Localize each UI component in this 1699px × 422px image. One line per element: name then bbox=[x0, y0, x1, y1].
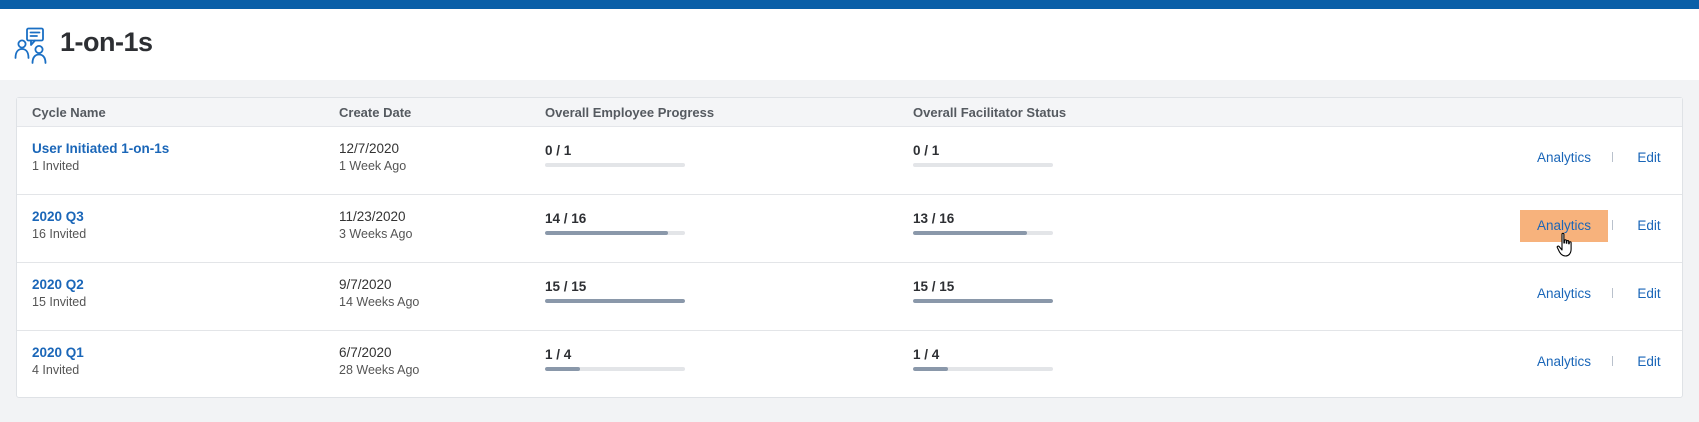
create-date: 12/7/2020 bbox=[339, 141, 400, 156]
facilitator-status: 15 / 15 bbox=[913, 279, 1053, 303]
column-header-facilitator-status: Overall Facilitator Status bbox=[913, 105, 1067, 120]
employee-progress: 1 / 4 bbox=[545, 347, 685, 371]
employee-progress-value: 15 / 15 bbox=[545, 279, 587, 294]
invited-count: 15 Invited bbox=[32, 295, 87, 309]
top-accent-bar bbox=[0, 0, 1699, 9]
employee-progress-bar bbox=[545, 367, 685, 371]
facilitator-status-bar bbox=[913, 367, 1053, 371]
edit-link[interactable]: Edit bbox=[1637, 354, 1661, 369]
relative-date: 3 Weeks Ago bbox=[339, 227, 413, 241]
table-row: 2020 Q2 15 Invited 9/7/2020 14 Weeks Ago… bbox=[17, 263, 1682, 331]
action-separator bbox=[1612, 152, 1613, 162]
invited-count: 1 Invited bbox=[32, 159, 80, 173]
employee-progress-value: 1 / 4 bbox=[545, 347, 572, 362]
facilitator-status: 0 / 1 bbox=[913, 143, 1053, 167]
people-chat-icon bbox=[14, 27, 47, 64]
employee-progress: 0 / 1 bbox=[545, 143, 685, 167]
table-row: User Initiated 1-on-1s 1 Invited 12/7/20… bbox=[17, 127, 1682, 195]
action-separator bbox=[1612, 356, 1613, 366]
column-header-create-date: Create Date bbox=[339, 105, 412, 120]
create-date: 6/7/2020 bbox=[339, 345, 392, 360]
create-date: 11/23/2020 bbox=[339, 209, 406, 224]
cycle-name-link[interactable]: 2020 Q2 bbox=[32, 277, 84, 292]
facilitator-status-value: 1 / 4 bbox=[913, 347, 940, 362]
edit-link[interactable]: Edit bbox=[1637, 218, 1661, 233]
edit-link[interactable]: Edit bbox=[1637, 286, 1661, 301]
facilitator-status-value: 0 / 1 bbox=[913, 143, 940, 158]
facilitator-status-bar bbox=[913, 163, 1053, 167]
facilitator-status-value: 13 / 16 bbox=[913, 211, 955, 226]
column-header-cycle-name: Cycle Name bbox=[32, 105, 106, 120]
employee-progress-bar bbox=[545, 299, 685, 303]
column-header-employee-progress: Overall Employee Progress bbox=[545, 105, 715, 120]
edit-link[interactable]: Edit bbox=[1637, 150, 1661, 165]
relative-date: 1 Week Ago bbox=[339, 159, 407, 173]
employee-progress-bar bbox=[545, 231, 685, 235]
employee-progress-value: 14 / 16 bbox=[545, 211, 587, 226]
employee-progress-value: 0 / 1 bbox=[545, 143, 572, 158]
table-header: Cycle Name Create Date Overall Employee … bbox=[17, 98, 1682, 127]
cycle-name-link[interactable]: 2020 Q1 bbox=[32, 345, 84, 360]
table-row: 2020 Q1 4 Invited 6/7/2020 28 Weeks Ago … bbox=[17, 331, 1682, 399]
page-title: 1-on-1s bbox=[60, 27, 153, 57]
table-row: 2020 Q3 16 Invited 11/23/2020 3 Weeks Ag… bbox=[17, 195, 1682, 263]
cycle-name-link[interactable]: User Initiated 1-on-1s bbox=[32, 141, 170, 156]
action-separator bbox=[1612, 288, 1613, 298]
action-separator bbox=[1612, 220, 1613, 230]
employee-progress: 14 / 16 bbox=[545, 211, 685, 235]
create-date: 9/7/2020 bbox=[339, 277, 392, 292]
invited-count: 16 Invited bbox=[32, 227, 87, 241]
facilitator-status: 13 / 16 bbox=[913, 211, 1053, 235]
cycles-table: Cycle Name Create Date Overall Employee … bbox=[16, 97, 1683, 398]
cycle-name-link[interactable]: 2020 Q3 bbox=[32, 209, 84, 224]
analytics-link[interactable]: Analytics bbox=[1536, 150, 1592, 165]
analytics-link[interactable]: Analytics bbox=[1536, 286, 1592, 301]
relative-date: 14 Weeks Ago bbox=[339, 295, 420, 309]
analytics-link[interactable]: Analytics bbox=[1536, 354, 1592, 369]
page-header: 1-on-1s bbox=[0, 9, 1699, 80]
facilitator-status-value: 15 / 15 bbox=[913, 279, 955, 294]
facilitator-status: 1 / 4 bbox=[913, 347, 1053, 371]
relative-date: 28 Weeks Ago bbox=[339, 363, 420, 377]
invited-count: 4 Invited bbox=[32, 363, 80, 377]
facilitator-status-bar bbox=[913, 231, 1053, 235]
hand-pointer-icon bbox=[1556, 232, 1572, 257]
employee-progress-bar bbox=[545, 163, 685, 167]
employee-progress: 15 / 15 bbox=[545, 279, 685, 303]
facilitator-status-bar bbox=[913, 299, 1053, 303]
